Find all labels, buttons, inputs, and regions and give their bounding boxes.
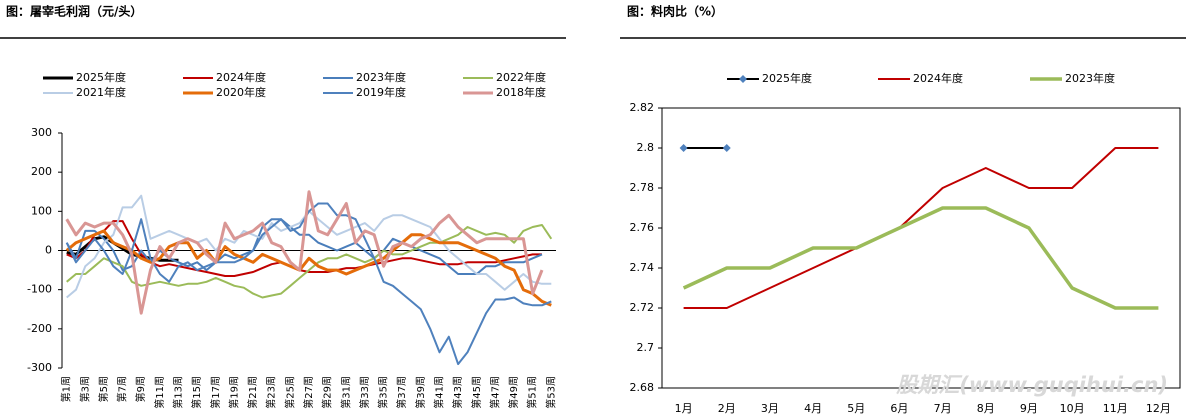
x-tick-label: 第15周 <box>190 376 203 409</box>
x-tick-label: 8月 <box>977 402 995 415</box>
x-tick-label: 7月 <box>934 402 952 415</box>
x-tick-label: 第53周 <box>544 376 557 409</box>
x-tick-label: 第23周 <box>265 376 278 409</box>
y-tick-label: 2.8 <box>637 141 655 154</box>
x-tick-label: 4月 <box>804 402 822 415</box>
x-tick-label: 第39周 <box>414 376 427 409</box>
y-tick-label: -300 <box>27 361 52 374</box>
x-tick-label: 第17周 <box>209 376 222 409</box>
x-tick-label: 第37周 <box>395 376 408 409</box>
y-tick-label: 2.68 <box>630 381 655 394</box>
legend-label: 2022年度 <box>496 70 546 84</box>
series-line <box>66 235 179 262</box>
y-tick-label: 2.7 <box>637 341 655 354</box>
marker <box>722 144 731 152</box>
x-tick-label: 第21周 <box>246 376 259 409</box>
legend-label: 2025年度 <box>762 71 812 85</box>
legend-label: 2019年度 <box>356 85 406 99</box>
x-tick-label: 1月 <box>675 402 693 415</box>
legend-label: 2023年度 <box>1065 71 1115 85</box>
x-tick-label: 10月 <box>1060 402 1085 415</box>
x-tick-label: 9月 <box>1020 402 1038 415</box>
x-tick-label: 第47周 <box>488 376 501 409</box>
series-line <box>65 190 544 315</box>
y-tick-label: 300 <box>31 126 52 139</box>
x-tick-label: 12月 <box>1146 402 1171 415</box>
x-tick-label: 第19周 <box>227 376 240 409</box>
legend-marker <box>739 75 747 83</box>
x-tick-label: 第45周 <box>470 376 483 409</box>
x-tick-label: 第11周 <box>153 376 166 409</box>
legend-label: 2021年度 <box>76 85 126 99</box>
y-tick-label: 2.72 <box>630 301 655 314</box>
y-tick-label: 100 <box>31 204 52 217</box>
series-line <box>65 229 552 307</box>
x-tick-label: 第13周 <box>172 376 185 409</box>
x-tick-label: 第7周 <box>116 376 129 402</box>
x-tick-label: 第33周 <box>358 376 371 409</box>
legend-label: 2024年度 <box>216 70 266 84</box>
x-tick-label: 第5周 <box>97 376 110 402</box>
x-tick-label: 6月 <box>890 402 908 415</box>
chart-title: 图：料肉比（%） <box>627 4 723 19</box>
y-tick-label: 2.78 <box>630 181 655 194</box>
legend-label: 2024年度 <box>913 71 963 85</box>
x-tick-label: 第25周 <box>283 376 296 409</box>
x-tick-label: 3月 <box>761 402 779 415</box>
legend-label: 2020年度 <box>216 85 266 99</box>
x-tick-label: 第29周 <box>321 376 334 409</box>
x-tick-label: 第43周 <box>451 376 464 409</box>
x-tick-label: 第1周 <box>60 376 73 402</box>
x-tick-label: 2月 <box>718 402 736 415</box>
series-line <box>683 147 1159 309</box>
legend-label: 2023年度 <box>356 70 406 84</box>
y-tick-label: 0 <box>45 244 52 257</box>
x-tick-label: 第27周 <box>302 376 315 409</box>
x-tick-label: 第51周 <box>526 376 539 409</box>
y-tick-label: 200 <box>31 165 52 178</box>
x-tick-label: 5月 <box>847 402 865 415</box>
y-tick-label: 2.74 <box>630 261 655 274</box>
x-tick-label: 第9周 <box>134 376 147 402</box>
series-line <box>682 206 1159 310</box>
chart-title: 图：屠宰毛利润（元/头） <box>6 4 142 19</box>
x-tick-label: 第35周 <box>377 376 390 409</box>
x-tick-label: 第49周 <box>507 376 520 409</box>
series-line <box>65 202 552 366</box>
y-tick-label: -100 <box>27 283 52 296</box>
plot-frame <box>661 107 1181 389</box>
legend-label: 2018年度 <box>496 85 546 99</box>
y-tick-label: -200 <box>27 322 52 335</box>
y-tick-label: 2.76 <box>630 221 655 234</box>
x-tick-label: 第3周 <box>78 376 91 402</box>
x-tick-label: 第41周 <box>432 376 445 409</box>
x-tick-label: 第31周 <box>339 376 352 409</box>
legend-label: 2025年度 <box>76 70 126 84</box>
y-tick-label: 2.82 <box>630 101 655 114</box>
watermark: 股期汇(www.guqihui.cn) <box>895 373 1168 397</box>
marker <box>679 144 688 152</box>
x-tick-label: 11月 <box>1103 402 1128 415</box>
